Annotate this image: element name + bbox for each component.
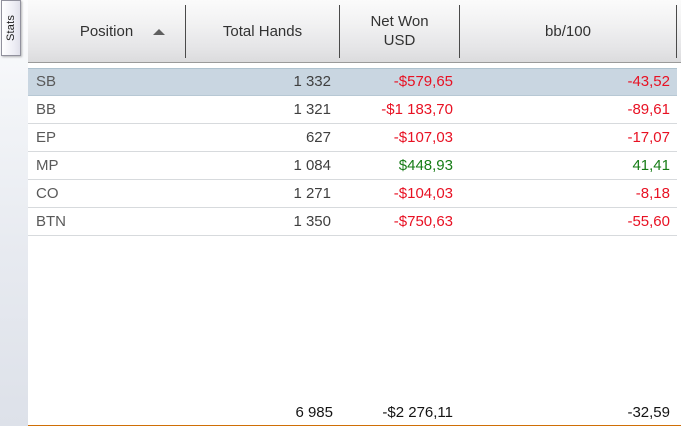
totals-total-hands: 6 985 bbox=[295, 404, 333, 421]
header-divider bbox=[459, 5, 460, 58]
row-position: EP bbox=[36, 129, 57, 146]
row-total-hands: 1 350 bbox=[293, 213, 331, 230]
row-net-won: -$107,03 bbox=[393, 129, 453, 146]
row-bb100: -43,52 bbox=[627, 73, 670, 90]
row-bb100: -8,18 bbox=[635, 185, 670, 202]
table-row[interactable]: EP 627 -$107,03 -17,07 bbox=[28, 124, 677, 152]
totals-bb100: -32,59 bbox=[627, 404, 670, 421]
table-row[interactable]: MP 1 084 $448,93 41,41 bbox=[28, 152, 677, 180]
header-divider bbox=[185, 5, 186, 58]
column-header-position[interactable]: Position bbox=[28, 0, 185, 62]
row-position: MP bbox=[36, 157, 59, 174]
row-net-won: -$1 183,70 bbox=[381, 101, 453, 118]
tab-stats-label: Stats bbox=[5, 14, 18, 42]
totals-net-won: -$2 276,11 bbox=[382, 404, 453, 421]
column-header-bb100[interactable]: bb/100 bbox=[460, 0, 676, 62]
stats-table: Position Total Hands Net Won USD bb/100 … bbox=[28, 0, 681, 426]
row-bb100: -17,07 bbox=[627, 129, 670, 146]
row-net-won: $448,93 bbox=[398, 157, 453, 174]
row-total-hands: 1 332 bbox=[293, 73, 331, 90]
row-position: CO bbox=[36, 185, 59, 202]
table-row[interactable]: CO 1 271 -$104,03 -8,18 bbox=[28, 180, 677, 208]
row-bb100: -89,61 bbox=[627, 101, 670, 118]
column-header-total-hands[interactable]: Total Hands bbox=[186, 0, 339, 62]
column-header-total-hands-label: Total Hands bbox=[222, 22, 303, 40]
totals-row: 6 985 -$2 276,11 -32,59 bbox=[28, 400, 681, 426]
table-row[interactable]: BTN 1 350 -$750,63 -55,60 bbox=[28, 208, 677, 236]
table-row[interactable]: SB 1 332 -$579,65 -43,52 bbox=[28, 68, 677, 96]
row-bb100: -55,60 bbox=[627, 213, 670, 230]
row-net-won: -$750,63 bbox=[393, 213, 453, 230]
row-bb100: 41,41 bbox=[632, 157, 670, 174]
column-header-bb100-label: bb/100 bbox=[545, 22, 591, 40]
row-total-hands: 1 271 bbox=[293, 185, 331, 202]
row-total-hands: 627 bbox=[305, 129, 331, 146]
tab-stats[interactable]: Stats bbox=[1, 0, 21, 56]
row-position: SB bbox=[36, 73, 57, 90]
table-body: SB 1 332 -$579,65 -43,52 BB 1 321 -$1 18… bbox=[28, 68, 681, 236]
table-row[interactable]: BB 1 321 -$1 183,70 -89,61 bbox=[28, 96, 677, 124]
row-net-won: -$104,03 bbox=[393, 185, 453, 202]
header-divider bbox=[676, 5, 677, 58]
row-total-hands: 1 321 bbox=[293, 101, 331, 118]
sort-ascending-icon bbox=[153, 29, 165, 35]
row-position: BTN bbox=[36, 213, 66, 230]
table-header: Position Total Hands Net Won USD bb/100 bbox=[28, 0, 681, 63]
column-header-net-won-label: Net Won USD bbox=[370, 13, 429, 49]
row-net-won: -$579,65 bbox=[393, 73, 453, 90]
left-gutter bbox=[0, 0, 28, 426]
header-divider bbox=[339, 5, 340, 58]
column-header-position-label: Position bbox=[79, 22, 134, 40]
row-position: BB bbox=[36, 101, 57, 118]
row-total-hands: 1 084 bbox=[293, 157, 331, 174]
column-header-net-won[interactable]: Net Won USD bbox=[340, 0, 459, 62]
